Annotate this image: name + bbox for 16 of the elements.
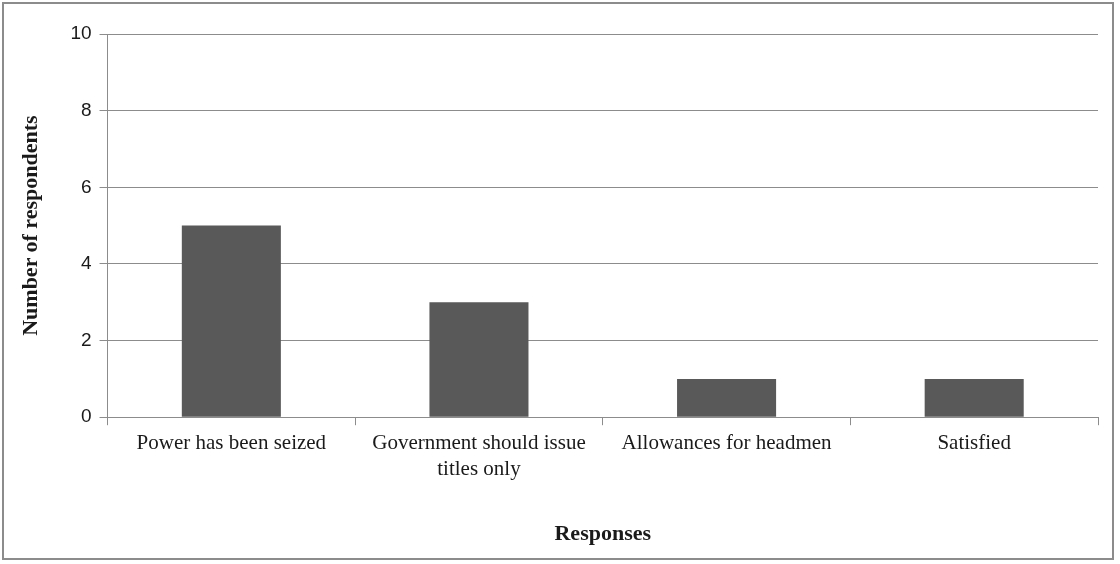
x-tick-label: Satisfied [937, 430, 1012, 455]
y-tick-label: 6 [80, 175, 92, 197]
y-axis-title: Number of respondents [16, 114, 42, 336]
x-axis-title: Responses [554, 520, 652, 546]
y-tick-label: 4 [80, 252, 92, 274]
y-tick-label: 8 [80, 98, 92, 120]
bar [181, 225, 281, 417]
x-tick-label: Government should issue titles only [372, 430, 586, 480]
bar [924, 378, 1024, 417]
y-tick-label: 0 [80, 405, 92, 427]
x-tick-label: Power has been seized [136, 430, 327, 455]
y-tick-label: 2 [80, 328, 92, 350]
y-tick-label: 10 [70, 22, 92, 44]
bar [677, 378, 777, 417]
bar [429, 302, 529, 417]
x-tick-label: Allowances for headmen [621, 430, 833, 455]
